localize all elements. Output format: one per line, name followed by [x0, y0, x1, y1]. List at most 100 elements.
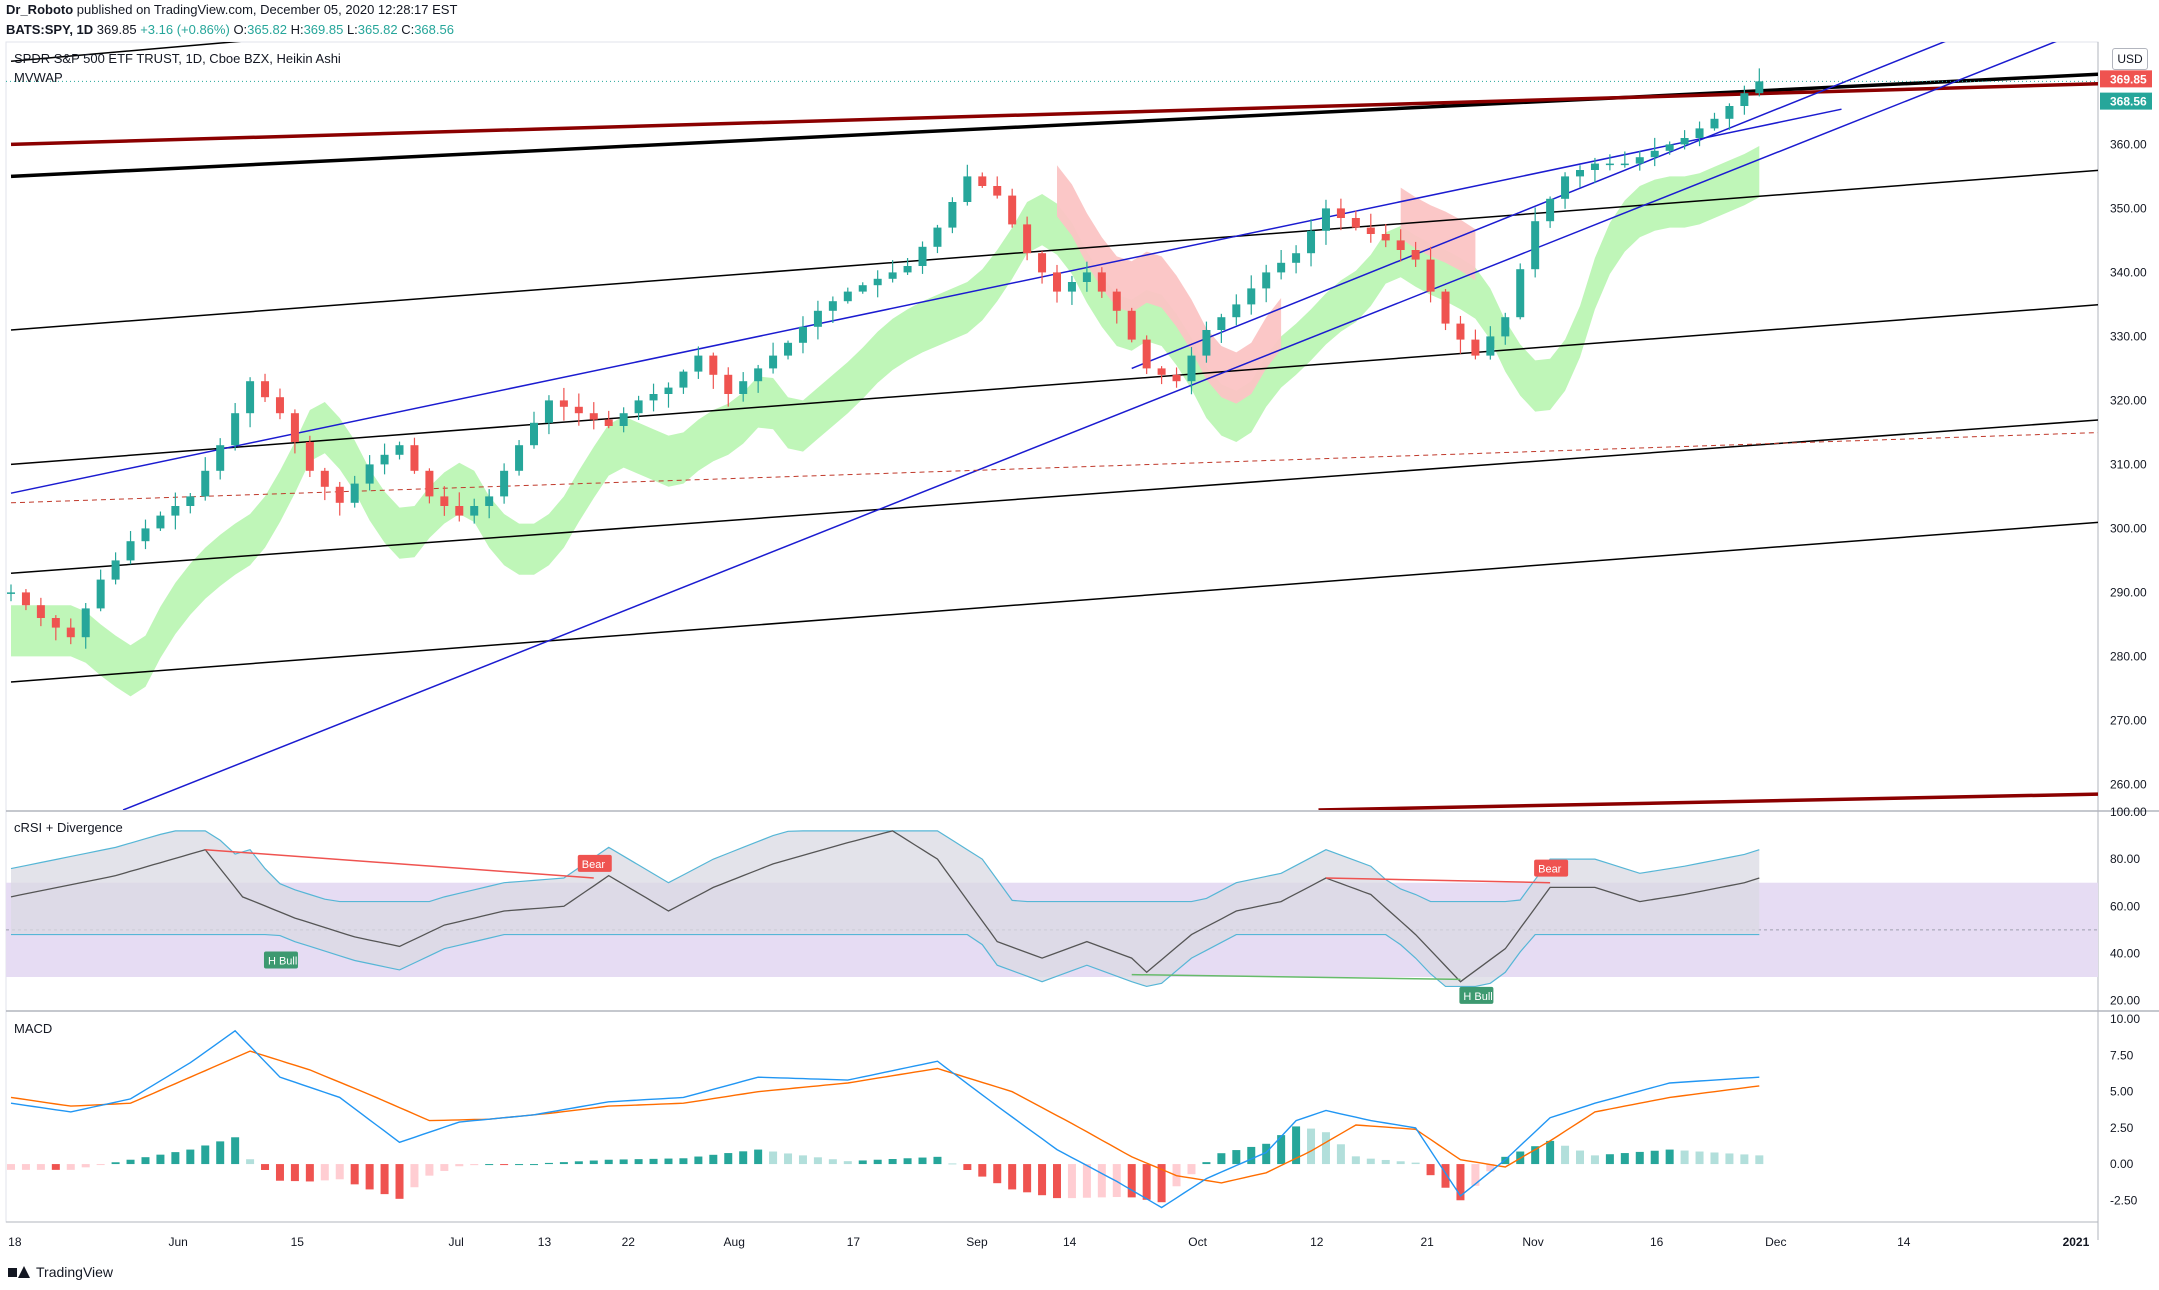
candle-body: [1620, 163, 1629, 166]
macd-histogram-bar: [1695, 1151, 1704, 1165]
macd-histogram-bar: [1680, 1150, 1689, 1165]
candle-body: [1441, 291, 1450, 324]
candle-body: [81, 608, 90, 638]
macd-histogram-bar: [664, 1158, 673, 1165]
macd-histogram-bar: [544, 1162, 553, 1165]
candle-body: [1695, 128, 1704, 138]
author-name[interactable]: Dr_Roboto: [6, 2, 74, 17]
candle-body: [544, 400, 553, 423]
candle-body: [261, 381, 270, 398]
macd-histogram-bar: [574, 1161, 583, 1165]
y-tick-label: 350.00: [2110, 201, 2147, 215]
currency-button[interactable]: USD: [2112, 48, 2148, 70]
macd-histogram-bar: [1366, 1158, 1375, 1165]
channel-line-black: [10, 521, 2098, 683]
candle-body: [873, 278, 882, 286]
candle-body: [978, 176, 987, 186]
macd-histogram-bar: [873, 1159, 882, 1165]
macd-histogram-bar: [216, 1141, 225, 1165]
macd-histogram-bar: [186, 1149, 195, 1165]
macd-histogram-bar: [1217, 1153, 1226, 1165]
candle-body: [1456, 323, 1465, 340]
candle-body: [141, 528, 150, 542]
candle-body: [1381, 234, 1390, 241]
macd-histogram-bar: [66, 1164, 75, 1170]
y-tick-label: 270.00: [2110, 713, 2147, 727]
mvwap-indicator-label[interactable]: MVWAP: [14, 70, 63, 85]
footer-brand: TradingView: [8, 1264, 113, 1280]
rsi-tick-label: 40.00: [2110, 946, 2140, 960]
divergence-tag: [1459, 986, 1494, 1004]
time-tick-label: Jun: [168, 1235, 187, 1249]
macd-histogram-bar: [649, 1158, 658, 1165]
candle-body: [1336, 208, 1345, 218]
candle-body: [813, 310, 822, 327]
macd-histogram-bar: [1441, 1164, 1450, 1188]
macd-histogram-bar: [201, 1145, 210, 1165]
macd-histogram-bar: [1620, 1153, 1629, 1165]
macd-tick-label: 0.00: [2110, 1157, 2134, 1171]
macd-histogram-bar: [754, 1149, 763, 1165]
macd-histogram-bar: [1605, 1154, 1614, 1165]
candle-body: [36, 605, 45, 618]
candle-body: [1187, 355, 1196, 382]
candle-body: [7, 592, 15, 594]
macd-tick-label: 2.50: [2110, 1121, 2134, 1135]
low-label: L:: [346, 22, 358, 37]
candle-body: [1157, 368, 1166, 375]
candle-body: [515, 445, 524, 471]
channel-line-black: [10, 419, 2098, 574]
candle-body: [709, 355, 718, 375]
macd-histogram-bar: [724, 1153, 733, 1165]
macd-pane: [7, 1029, 1764, 1209]
macd-histogram-bar: [1336, 1144, 1345, 1165]
candle-body: [1725, 106, 1734, 119]
y-tick-label: 360.00: [2110, 137, 2147, 151]
candle-body: [1366, 227, 1375, 234]
candle-body: [1172, 374, 1181, 382]
time-tick-label: 22: [622, 1235, 636, 1249]
macd-histogram-bar: [589, 1160, 598, 1165]
rsi-pane-title[interactable]: cRSI + Divergence: [14, 820, 123, 835]
macd-histogram-bar: [1635, 1151, 1644, 1165]
macd-histogram-bar: [350, 1164, 359, 1185]
candle-body: [21, 592, 30, 606]
macd-tick-label: 7.50: [2110, 1048, 2134, 1062]
candle-body: [1202, 330, 1211, 356]
macd-histogram-bar: [1546, 1140, 1555, 1165]
macd-histogram-bar: [933, 1156, 942, 1165]
macd-histogram-bar: [425, 1164, 434, 1176]
chart-canvas[interactable]: 260.00 270.00 280.00 290.00 300.00 310.00 320.…: [0, 0, 2159, 1262]
trend-line-black-thick: [10, 72, 2098, 179]
macd-histogram-bar: [1008, 1164, 1017, 1190]
symbol-label[interactable]: BATS:SPY, 1D: [6, 22, 94, 37]
candle-body: [619, 413, 628, 426]
macd-histogram-bar: [1561, 1145, 1570, 1165]
macd-histogram-bar: [231, 1137, 240, 1165]
mvwap-band: [11, 146, 1760, 697]
candle-body: [754, 368, 763, 382]
main-pane: [6, 42, 2098, 810]
candle-body: [500, 470, 509, 497]
rsi-tick-label: 60.00: [2110, 899, 2140, 913]
time-tick-label: 21: [1420, 1235, 1434, 1249]
macd-histogram-bar: [918, 1157, 927, 1165]
brand-text: TradingView: [36, 1264, 114, 1280]
macd-histogram-bar: [1202, 1162, 1211, 1165]
macd-pane-title[interactable]: MACD: [14, 1021, 53, 1036]
macd-histogram-bar: [1411, 1162, 1420, 1165]
candle-body: [1635, 157, 1644, 164]
macd-histogram-bar: [709, 1154, 718, 1165]
candle-body: [275, 397, 284, 414]
macd-histogram-bar: [1426, 1164, 1435, 1176]
candle-body: [1351, 218, 1360, 228]
support-line-red: [1318, 792, 2098, 810]
candle-body: [1097, 272, 1106, 292]
candle-body: [440, 496, 449, 506]
candle-body: [1321, 208, 1330, 231]
time-tick-label: 14: [1897, 1235, 1911, 1249]
candle-body: [1053, 272, 1061, 292]
time-tick-label: Oct: [1188, 1235, 1207, 1249]
macd-histogram-bar: [171, 1152, 180, 1165]
divergence-tag-label: Bear: [582, 859, 606, 871]
